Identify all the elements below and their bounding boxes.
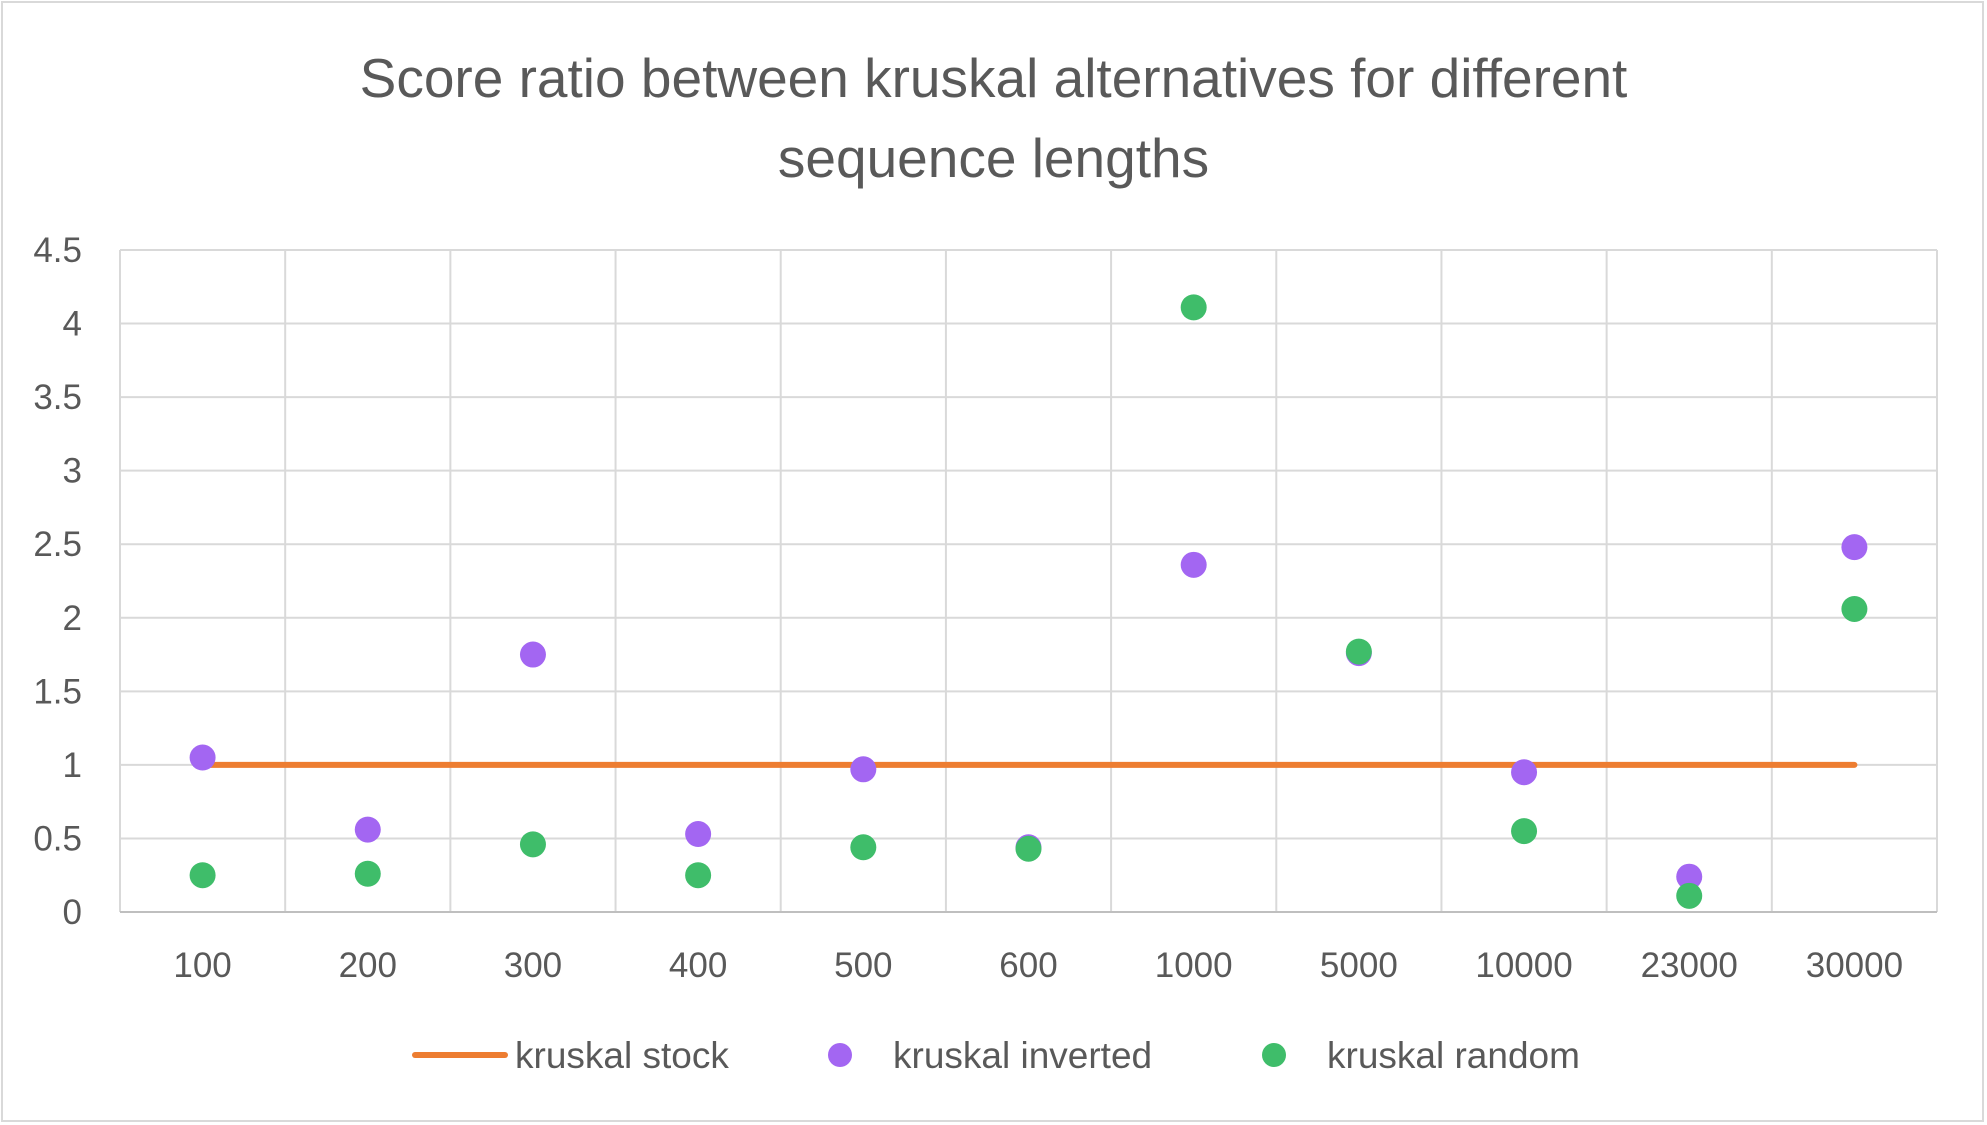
x-tick-label: 200 — [339, 946, 397, 985]
y-tick-label: 2.5 — [33, 525, 82, 564]
x-tick-label: 400 — [669, 946, 727, 985]
x-tick-label: 1000 — [1155, 946, 1233, 985]
gridlines — [119, 249, 1938, 912]
data-point — [354, 816, 381, 843]
legend-label: kruskal inverted — [893, 1035, 1152, 1076]
data-point — [850, 834, 877, 861]
chart-title-line-1: Score ratio between kruskal alternatives… — [359, 47, 1628, 109]
data-point — [1180, 294, 1207, 321]
legend-label: kruskal random — [1327, 1035, 1580, 1076]
data-point — [189, 744, 216, 771]
y-tick-label: 2 — [63, 599, 82, 638]
y-tick-label: 4 — [63, 305, 82, 344]
data-point — [685, 821, 712, 848]
x-tick-label: 600 — [999, 946, 1057, 985]
y-tick-label: 1 — [63, 746, 82, 785]
x-tick-label: 300 — [504, 946, 562, 985]
legend-dot-marker — [828, 1043, 852, 1067]
data-point — [1676, 882, 1703, 909]
data-point — [1841, 534, 1868, 561]
x-tick-label: 30000 — [1806, 946, 1903, 985]
legend-item: kruskal random — [1262, 1035, 1580, 1076]
y-tick-label: 3.5 — [33, 378, 82, 417]
legend-item: kruskal stock — [412, 1035, 729, 1076]
y-tick-label: 0.5 — [33, 819, 82, 858]
chart-title: Score ratio between kruskal alternatives… — [0, 38, 1987, 198]
series-kruskal-random — [189, 294, 1868, 909]
legend-item: kruskal inverted — [828, 1035, 1152, 1076]
data-point — [354, 860, 381, 887]
x-tick-label: 5000 — [1320, 946, 1398, 985]
data-point — [519, 831, 546, 858]
x-tick-label: 500 — [834, 946, 892, 985]
data-point — [1511, 818, 1538, 845]
data-point — [1180, 551, 1207, 578]
data-point — [189, 862, 216, 889]
y-tick-label: 3 — [63, 452, 82, 491]
legend-dot-marker — [1262, 1043, 1286, 1067]
data-point — [1676, 863, 1703, 890]
y-tick-label: 1.5 — [33, 672, 82, 711]
data-point — [1841, 595, 1868, 622]
y-tick-labels: 0 0.5 1 1.5 2 2.5 3 3.5 4 4.5 — [33, 231, 82, 932]
data-point — [850, 756, 877, 783]
legend: kruskal stock kruskal inverted kruskal ran… — [412, 1035, 1580, 1076]
data-point — [1511, 759, 1538, 786]
data-point — [1015, 835, 1042, 862]
data-point — [1345, 638, 1372, 665]
legend-label: kruskal stock — [515, 1035, 729, 1076]
x-tick-labels: 100 200 300 400 500 600 1000 5000 10000 23000 3000… — [173, 946, 1903, 985]
x-tick-label: 10000 — [1475, 946, 1572, 985]
y-tick-label: 0 — [63, 893, 82, 932]
data-series — [189, 294, 1868, 909]
data-point — [685, 862, 712, 889]
data-point — [519, 641, 546, 668]
y-tick-label: 4.5 — [33, 231, 82, 270]
x-tick-label: 100 — [173, 946, 231, 985]
series-kruskal-inverted — [189, 534, 1868, 890]
x-tick-label: 23000 — [1641, 946, 1738, 985]
chart-title-line-2: sequence lengths — [777, 127, 1210, 189]
